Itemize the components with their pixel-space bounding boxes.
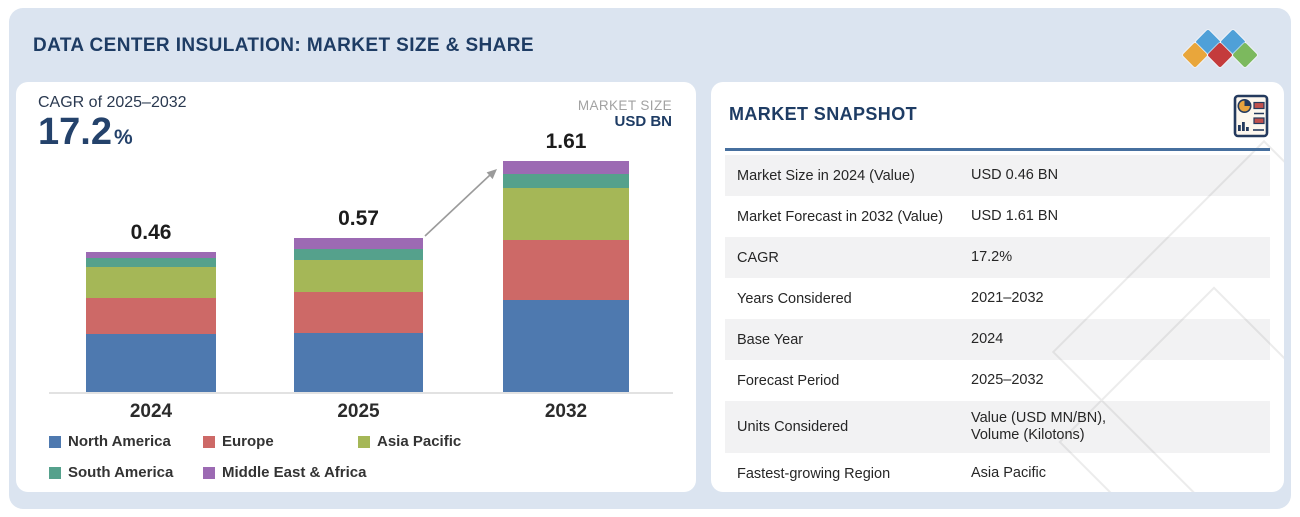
legend-label: Asia Pacific xyxy=(377,433,462,450)
bar-segment-asia-pacific xyxy=(294,259,423,292)
snapshot-row-label: CAGR xyxy=(737,249,779,266)
x-axis-baseline xyxy=(49,392,673,394)
snapshot-row-value: USD 0.46 BN xyxy=(971,167,1059,183)
legend-label: South America xyxy=(68,464,174,481)
snapshot-row-label: Base Year xyxy=(737,331,804,348)
table-row: Base Year 2024 xyxy=(725,319,1270,360)
brand-logo xyxy=(1175,24,1267,68)
snapshot-row-label: Market Size in 2024 (Value) xyxy=(737,167,915,184)
bar-segment-asia-pacific xyxy=(86,267,216,298)
bar-segment-south-america xyxy=(86,258,216,268)
infographic-frame: DATA CENTER INSULATION: MARKET SIZE & SH… xyxy=(9,8,1291,509)
bar-segment-north-america xyxy=(294,332,423,392)
bar-segment-north-america xyxy=(503,300,629,392)
snapshot-title: MARKET SNAPSHOT xyxy=(729,104,918,124)
bar-total-label-2024: 0.46 xyxy=(130,221,172,244)
table-row: Market Size in 2024 (Value) USD 0.46 BN xyxy=(725,155,1270,196)
bar-total-label-2025: 0.57 xyxy=(338,207,379,230)
legend-color-swatch xyxy=(203,435,215,448)
snapshot-row-label: Market Forecast in 2032 (Value) xyxy=(737,208,944,225)
market-size-unit: USD BN xyxy=(614,113,672,130)
legend-color-swatch xyxy=(49,435,61,448)
table-row: Units Considered Value (USD MN/BN), Volum… xyxy=(725,401,1270,453)
bar-total-label-2032: 1.61 xyxy=(545,130,587,153)
legend-item: South America xyxy=(49,464,203,481)
bar-segment-south-america xyxy=(294,248,423,260)
bar-segment-europe xyxy=(503,239,629,301)
page-title: DATA CENTER INSULATION: MARKET SIZE & SH… xyxy=(33,35,534,56)
header-bar: DATA CENTER INSULATION: MARKET SIZE & SH… xyxy=(9,8,1291,70)
bar-segment-north-america xyxy=(86,334,216,392)
bar-segment-middle-east-africa xyxy=(503,161,629,174)
cagr-label: CAGR of 2025–2032 xyxy=(38,94,187,111)
report-icon xyxy=(1233,94,1269,138)
snapshot-row-label: Years Considered xyxy=(737,290,852,307)
bar-segment-asia-pacific xyxy=(503,188,629,240)
market-size-chart-panel: CAGR of 2025–2032 17.2% MARKET SIZE USD … xyxy=(16,82,696,492)
stacked-bar-2024 xyxy=(86,252,216,392)
chart-legend: North America Europe Asia Pacific South Ame… xyxy=(49,433,461,481)
x-axis-label-2032: 2032 xyxy=(544,401,588,422)
legend-item: Asia Pacific xyxy=(358,433,461,450)
legend-color-swatch xyxy=(49,466,61,479)
legend-color-swatch xyxy=(358,435,370,448)
cagr-number: 17.2 xyxy=(38,111,112,153)
snapshot-row-value: Value (USD MN/BN), Volume (Kilotons) xyxy=(971,410,1107,443)
bar-segment-middle-east-africa xyxy=(294,238,423,249)
snapshot-row-value: 2024 xyxy=(971,331,1004,347)
table-row: Years Considered 2021–2032 xyxy=(725,278,1270,319)
snapshot-row-value: 2021–2032 xyxy=(971,290,1044,306)
legend-label: North America xyxy=(68,433,171,450)
stacked-bar-2032 xyxy=(503,161,629,392)
market-size-unit-block: MARKET SIZE USD BN xyxy=(578,98,672,130)
legend-color-swatch xyxy=(203,466,215,479)
snapshot-row-label: Fastest-growing Region xyxy=(737,465,891,482)
table-row: CAGR 17.2% xyxy=(725,237,1270,278)
legend-label: Middle East & Africa xyxy=(222,464,367,481)
table-row: Forecast Period 2025–2032 xyxy=(725,360,1270,401)
x-axis-label-2024: 2024 xyxy=(129,401,173,422)
legend-item: North America xyxy=(49,433,203,450)
plot-area: 0.46 2024 0.57 2025 1.61 2032 xyxy=(16,82,696,492)
market-snapshot-panel: MARKET SNAPSHOT Market Size in 2024 (Val… xyxy=(711,82,1284,492)
cagr-percent-sign: % xyxy=(113,126,133,149)
bar-segment-europe xyxy=(294,292,423,333)
legend-label: Europe xyxy=(222,433,274,450)
stacked-bar-2025 xyxy=(294,238,423,392)
snapshot-top-divider xyxy=(725,148,1270,151)
bar-segment-south-america xyxy=(503,173,629,189)
legend-item: Middle East & Africa xyxy=(203,464,366,481)
snapshot-table: Market Size in 2024 (Value) USD 0.46 BN Ma… xyxy=(725,155,1270,492)
snapshot-row-label: Forecast Period xyxy=(737,372,840,389)
market-size-label: MARKET SIZE xyxy=(577,98,672,113)
snapshot-row-value: 2025–2032 xyxy=(971,372,1044,388)
table-row: Fastest-growing Region Asia Pacific xyxy=(725,453,1270,492)
snapshot-row-value: 17.2% xyxy=(971,249,1013,265)
snapshot-row-label: Units Considered xyxy=(737,419,849,435)
cagr-block: CAGR of 2025–2032 17.2% xyxy=(38,94,187,158)
snapshot-row-value: Asia Pacific xyxy=(971,465,1046,481)
snapshot-header: MARKET SNAPSHOT xyxy=(711,82,1284,138)
bar-segment-europe xyxy=(86,297,216,335)
snapshot-row-value: USD 1.61 BN xyxy=(971,208,1059,224)
content-row: CAGR of 2025–2032 17.2% MARKET SIZE USD … xyxy=(9,70,1291,492)
cagr-value: 17.2% xyxy=(38,112,187,158)
table-row: Market Forecast in 2032 (Value) USD 1.61 … xyxy=(725,196,1270,237)
bar-segment-middle-east-africa xyxy=(86,252,216,259)
legend-item: Europe xyxy=(203,433,358,450)
x-axis-label-2025: 2025 xyxy=(337,401,380,422)
